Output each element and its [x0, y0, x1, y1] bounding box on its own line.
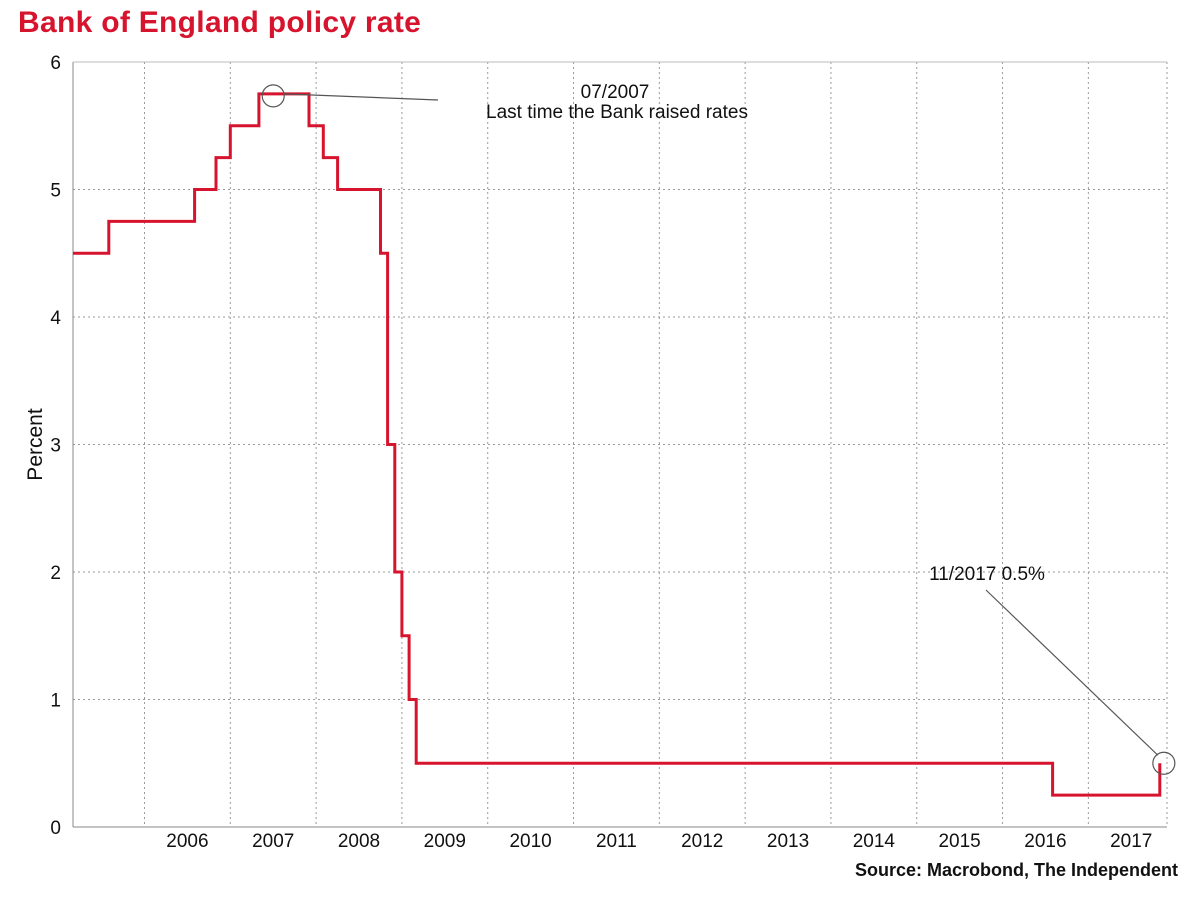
annotation-label-2007-text: Last time the Bank raised rates: [486, 102, 748, 123]
annotation-marker-2017: [1152, 751, 1176, 775]
y-tick-label: 5: [50, 181, 61, 202]
x-tick-label: 2013: [767, 831, 809, 852]
y-tick-label: 2: [50, 563, 61, 584]
x-tick-labels: 2006 2007 2008 2009 2010 2011 2012 2013 2014 2015…: [166, 831, 1152, 852]
axes: [72, 61, 1167, 828]
y-tick-label: 6: [50, 53, 61, 74]
series-line-policy-rate: [73, 92, 1162, 797]
x-tick-label: 2007: [252, 831, 294, 852]
x-tick-label: 2015: [938, 831, 980, 852]
x-tick-label: 2008: [338, 831, 380, 852]
x-tick-label: 2009: [424, 831, 466, 852]
annotation-label-2017: 11/2017 0.5%: [929, 564, 1045, 585]
gridlines: [73, 61, 1168, 827]
y-tick-label: 3: [50, 436, 61, 457]
y-tick-labels: 0 1 2 3 4 5 6: [50, 53, 61, 839]
chart-title: Bank of England policy rate: [18, 6, 422, 39]
y-axis-label: Percent: [24, 408, 47, 481]
x-tick-label: 2010: [509, 831, 551, 852]
x-tick-label: 2016: [1024, 831, 1066, 852]
annotation-marker-2007: [261, 84, 285, 108]
y-tick-label: 4: [50, 308, 61, 329]
x-tick-label: 2012: [681, 831, 723, 852]
annotation-label-2007-date: 07/2007: [581, 82, 650, 103]
series: [73, 92, 1162, 797]
y-tick-label: 1: [50, 691, 61, 712]
x-tick-label: 2014: [853, 831, 896, 852]
annotation-leader-2007: [283, 93, 439, 101]
y-tick-label: 0: [50, 818, 61, 839]
x-tick-label: 2006: [166, 831, 208, 852]
x-tick-label: 2011: [596, 831, 637, 852]
x-tick-label: 2017: [1110, 831, 1152, 852]
annotation-leader-2017: [985, 589, 1159, 756]
source-note: Source: Macrobond, The Independent: [854, 860, 1178, 880]
